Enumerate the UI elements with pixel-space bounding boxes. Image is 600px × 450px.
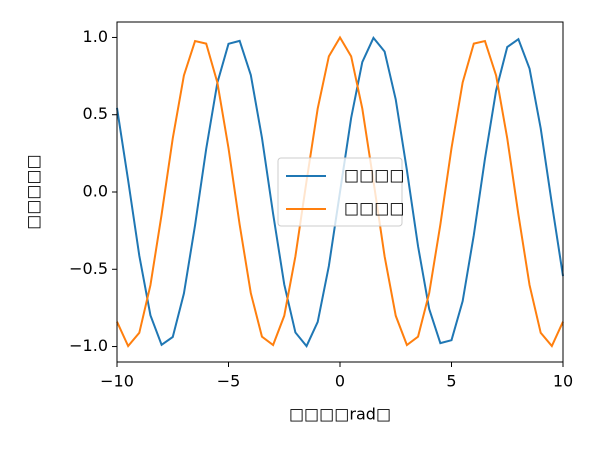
x-tick-label: 5 <box>446 372 456 391</box>
x-tick-label: 10 <box>553 372 573 391</box>
series-line <box>116 35 564 348</box>
x-tick-label: 0 <box>335 372 345 391</box>
y-axis-label: □□□□□ <box>24 154 43 230</box>
y-tick-label: −1.0 <box>69 336 108 355</box>
y-tick-label: 0.5 <box>83 104 108 123</box>
y-tick-label: 1.0 <box>83 27 108 46</box>
plot-frame <box>116 21 564 363</box>
y-tick-label: 0.0 <box>83 182 108 201</box>
y-tick-label: −0.5 <box>69 259 108 278</box>
x-tick-label: −5 <box>217 372 241 391</box>
x-axis-label: □□□□rad□ <box>289 405 391 424</box>
legend-label: □□□□ <box>344 166 404 185</box>
legend-label: □□□□ <box>344 199 404 218</box>
x-tick-label: −10 <box>100 372 134 391</box>
